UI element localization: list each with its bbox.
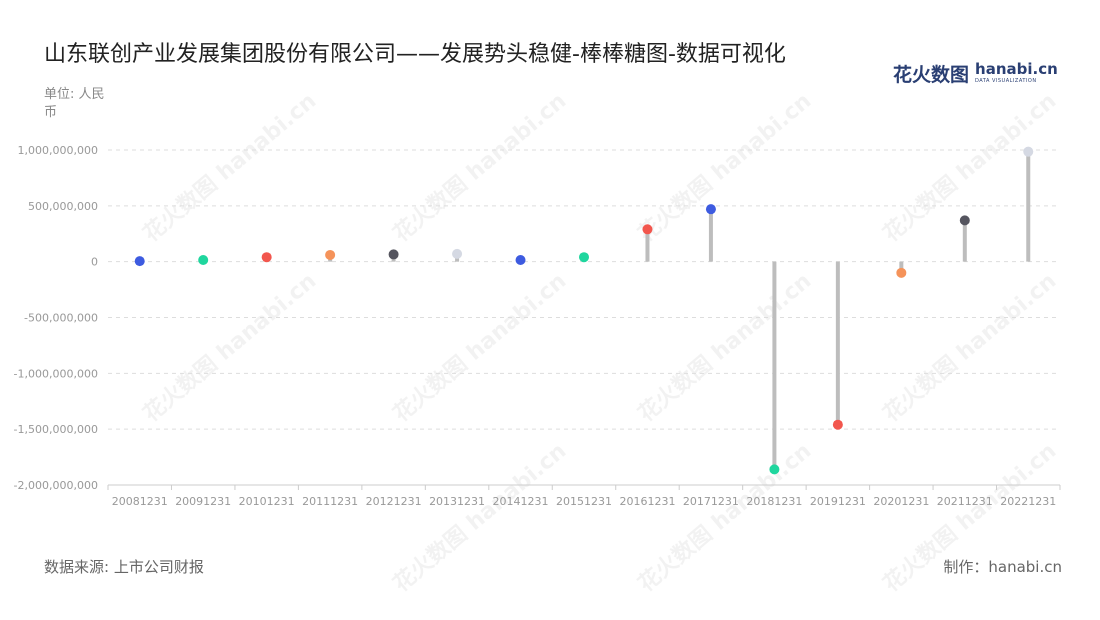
lollipop-dot bbox=[452, 248, 463, 259]
x-tick-label: 20181231 bbox=[746, 495, 802, 508]
lollipop-dot bbox=[896, 267, 907, 278]
x-tick-label: 20191231 bbox=[810, 495, 866, 508]
x-tick-label: 20221231 bbox=[1000, 495, 1056, 508]
x-tick-label: 20111231 bbox=[302, 495, 358, 508]
chart-title: 山东联创产业发展集团股份有限公司——发展势头稳健-棒棒糖图-数据可视化 bbox=[44, 42, 786, 67]
credit-label: 制作：hanabi.cn bbox=[943, 558, 1062, 576]
lollipop-dot bbox=[705, 204, 716, 215]
lollipop-dot bbox=[959, 215, 970, 226]
lollipop-dot bbox=[769, 464, 780, 475]
x-tick-label: 20211231 bbox=[937, 495, 993, 508]
brand-logo: 花火数图 hanabi.cn DATA VISUALIZATION bbox=[893, 60, 1058, 86]
y-tick-label: -1,500,000,000 bbox=[14, 423, 98, 436]
lollipop-dot bbox=[388, 249, 399, 260]
logo-sub-text: DATA VISUALIZATION bbox=[975, 78, 1037, 84]
y-tick-label: -500,000,000 bbox=[24, 312, 98, 325]
x-tick-label: 20101231 bbox=[239, 495, 295, 508]
x-tick-label: 20161231 bbox=[619, 495, 675, 508]
x-tick-label: 20201231 bbox=[873, 495, 929, 508]
x-tick-label: 20081231 bbox=[112, 495, 168, 508]
lollipop-dot bbox=[832, 419, 843, 430]
data-source: 数据来源: 上市公司财报 bbox=[44, 558, 204, 576]
lollipop-dot bbox=[579, 252, 589, 263]
x-tick-label: 20171231 bbox=[683, 495, 739, 508]
lollipop-dot bbox=[198, 254, 209, 265]
lollipop-dot bbox=[515, 254, 526, 265]
lollipop-dot bbox=[325, 249, 336, 260]
y-tick-label: 0 bbox=[91, 256, 98, 269]
x-tick-label: 20141231 bbox=[493, 495, 549, 508]
lollipop-dot bbox=[1023, 146, 1034, 157]
x-tick-label: 20121231 bbox=[366, 495, 422, 508]
logo-en-text: hanabi.cn bbox=[975, 60, 1058, 78]
x-tick-label: 20091231 bbox=[175, 495, 231, 508]
lollipop-dot bbox=[134, 256, 145, 267]
logo-cn-text: 花火数图 bbox=[893, 63, 970, 86]
unit-label: 单位: 人民币 bbox=[44, 87, 105, 120]
y-tick-label: 500,000,000 bbox=[28, 200, 98, 213]
y-tick-label: -2,000,000,000 bbox=[14, 479, 98, 492]
lollipop-dot bbox=[261, 252, 272, 263]
x-tick-label: 20131231 bbox=[429, 495, 485, 508]
y-tick-label: 1,000,000,000 bbox=[18, 144, 98, 157]
x-tick-label: 20151231 bbox=[556, 495, 612, 508]
logo-en-block: hanabi.cn DATA VISUALIZATION bbox=[975, 62, 1058, 84]
y-tick-label: -1,000,000,000 bbox=[14, 367, 98, 380]
lollipop-dot bbox=[642, 224, 653, 235]
